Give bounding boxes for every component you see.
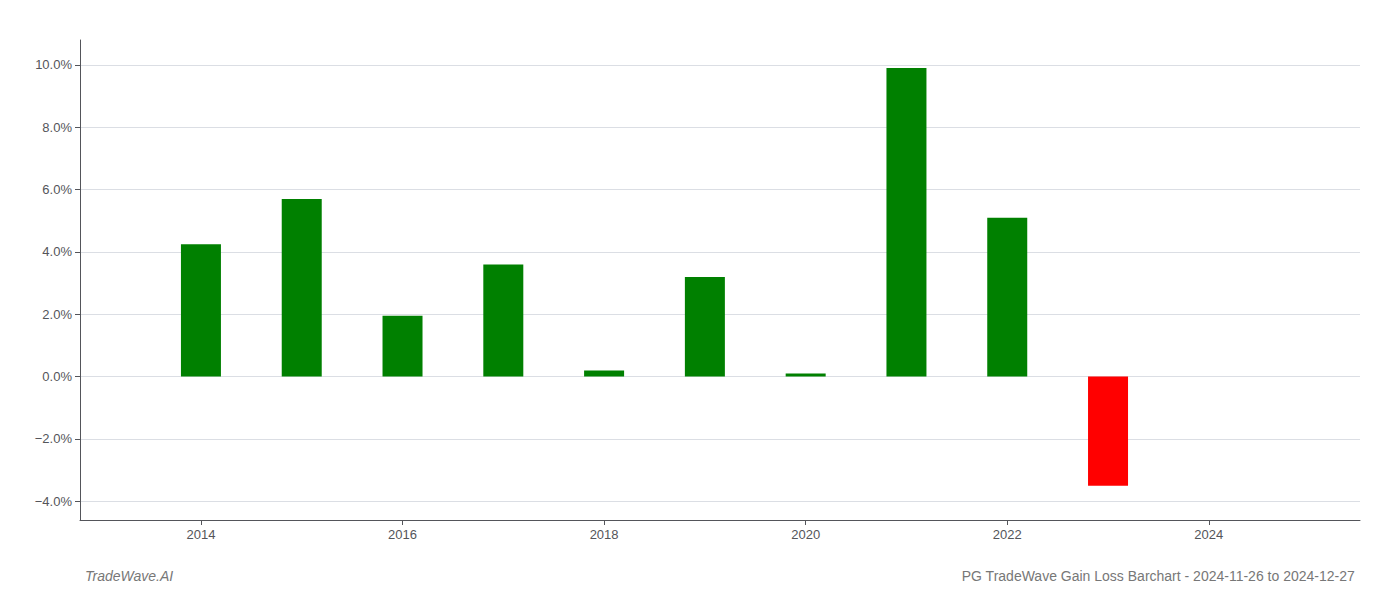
svg-text:8.0%: 8.0% — [42, 120, 72, 135]
svg-text:2014: 2014 — [186, 527, 215, 542]
svg-text:2024: 2024 — [1194, 527, 1223, 542]
svg-text:10.0%: 10.0% — [35, 57, 72, 72]
svg-text:−4.0%: −4.0% — [35, 494, 73, 509]
svg-text:−2.0%: −2.0% — [35, 431, 73, 446]
svg-text:2.0%: 2.0% — [42, 307, 72, 322]
svg-text:4.0%: 4.0% — [42, 244, 72, 259]
svg-text:2016: 2016 — [388, 527, 417, 542]
svg-text:2018: 2018 — [590, 527, 619, 542]
svg-text:0.0%: 0.0% — [42, 369, 72, 384]
svg-text:PG TradeWave Gain Loss Barchar: PG TradeWave Gain Loss Barchart - 2024-1… — [962, 568, 1355, 584]
svg-text:2020: 2020 — [791, 527, 820, 542]
svg-text:2022: 2022 — [993, 527, 1022, 542]
svg-text:TradeWave.AI: TradeWave.AI — [85, 568, 173, 584]
svg-text:6.0%: 6.0% — [42, 182, 72, 197]
